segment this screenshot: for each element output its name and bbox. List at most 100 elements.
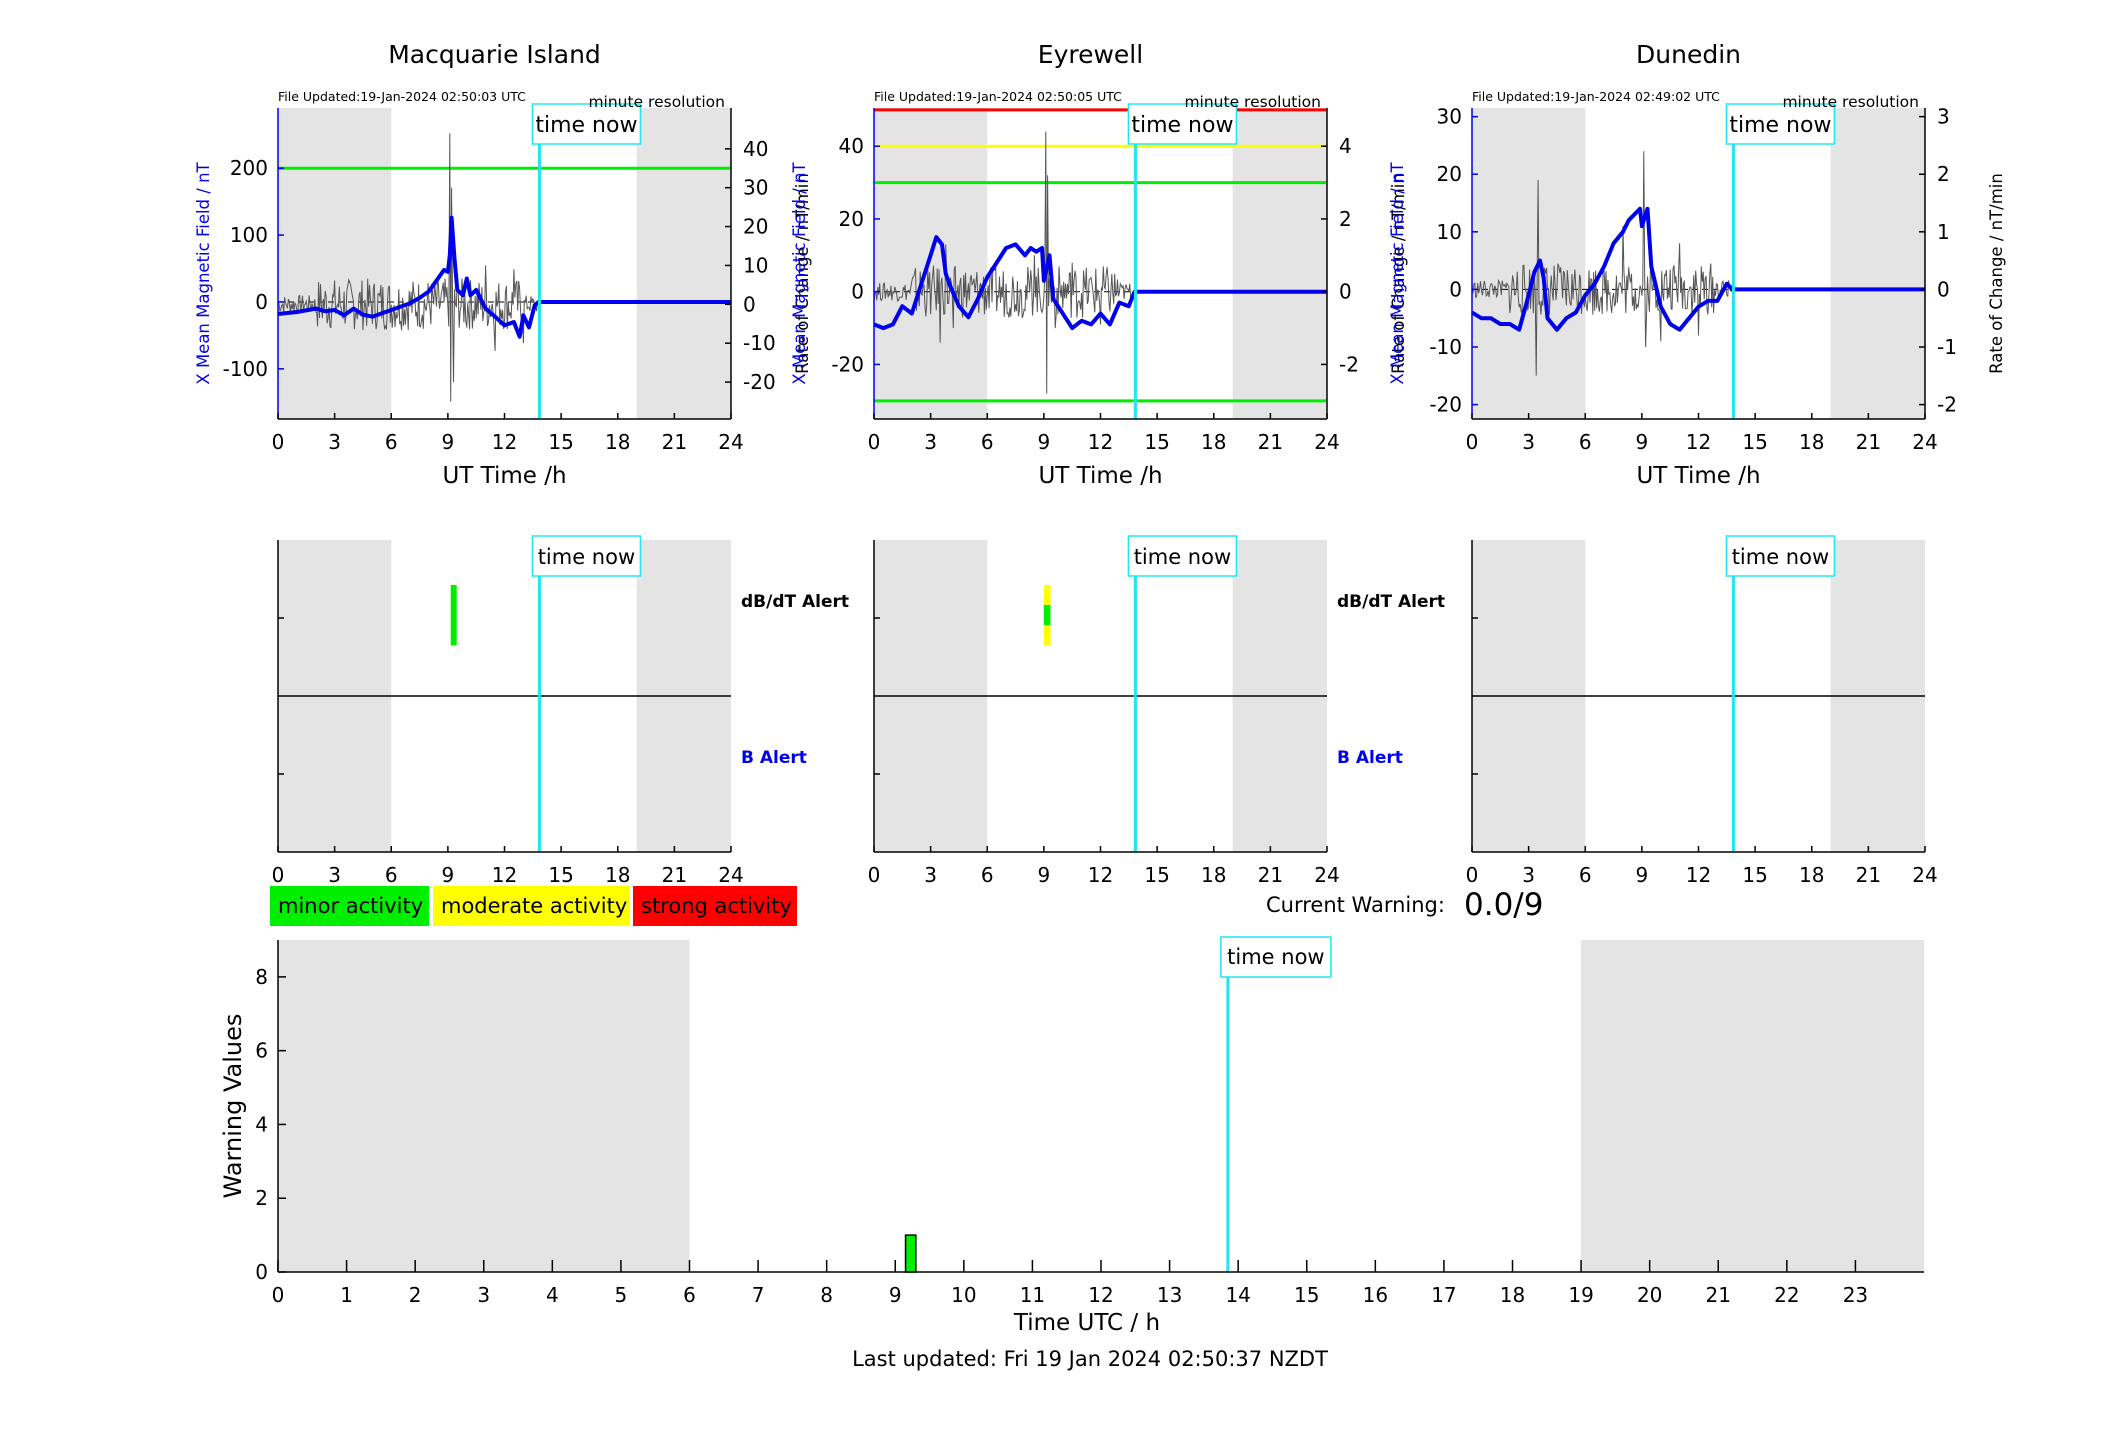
y-axis-title: Warning Values xyxy=(219,1014,247,1199)
x-tick-label: 12 xyxy=(1088,863,1113,887)
last-updated-label: Last updated: Fri 19 Jan 2024 02:50:37 N… xyxy=(852,1347,1328,1371)
time-now-box xyxy=(531,535,642,577)
x-tick-label: 11 xyxy=(1020,1283,1045,1307)
x-tick-label: 9 xyxy=(1636,430,1649,454)
y-tick-label: 0 xyxy=(1449,277,1462,301)
x-tick-label: 21 xyxy=(662,863,687,887)
right-axis-title: Rate of Change / nT/min xyxy=(1389,173,1408,374)
x-tick-label: 21 xyxy=(1258,430,1283,454)
x-tick-label: 12 xyxy=(492,430,517,454)
x-tick-label: 18 xyxy=(1500,1283,1525,1307)
y-tick-label: -10 xyxy=(1429,335,1462,359)
right-axis-title: Rate of Change / nT/min xyxy=(793,173,812,374)
x-tick-label: 1 xyxy=(340,1283,353,1307)
night-shade xyxy=(636,108,731,419)
time-now-label: time now xyxy=(1131,113,1233,138)
x-tick-label: 12 xyxy=(1686,430,1711,454)
y-tick-label: 40 xyxy=(839,134,864,158)
legend-label: strong activity xyxy=(641,894,792,918)
night-shade xyxy=(1581,940,1924,1272)
time-now-label: time now xyxy=(535,113,637,138)
night-shade xyxy=(1830,108,1925,419)
x-tick-label: 6 xyxy=(385,430,398,454)
x-axis-title: UT Time /h xyxy=(442,463,566,489)
magnetic-field-trace xyxy=(1470,206,1925,332)
y-tick-label: 10 xyxy=(1437,220,1462,244)
b-alert-label: B Alert xyxy=(1337,748,1403,768)
y-tick-label: -20 xyxy=(831,352,864,376)
y-tick-label: 4 xyxy=(255,1112,268,1136)
x-tick-label: 12 xyxy=(492,863,517,887)
x-tick-label: 15 xyxy=(548,430,573,454)
x-tick-label: 6 xyxy=(683,1283,696,1307)
dbdt-alert-bar xyxy=(1043,605,1051,626)
y-tick-label: 0 xyxy=(255,1260,268,1284)
y2-tick-label: 0 xyxy=(1937,277,1950,301)
y-tick-label: 8 xyxy=(255,965,268,989)
dbdt-alert-bar xyxy=(1043,625,1051,646)
y2-tick-label: 20 xyxy=(743,215,768,239)
y-tick-label: 200 xyxy=(230,156,268,180)
x-tick-label: 18 xyxy=(1799,430,1824,454)
x-tick-label: 6 xyxy=(1579,863,1592,887)
x-tick-label: 9 xyxy=(1038,430,1051,454)
legend-swatch-1 xyxy=(433,886,630,926)
y2-tick-label: -20 xyxy=(743,370,776,394)
x-tick-label: 3 xyxy=(1522,430,1535,454)
x-tick-label: 17 xyxy=(1431,1283,1456,1307)
x-tick-label: 22 xyxy=(1774,1283,1799,1307)
x-tick-label: 15 xyxy=(1144,863,1169,887)
x-tick-label: 0 xyxy=(868,863,881,887)
y2-tick-label: 4 xyxy=(1339,134,1352,158)
time-now-box xyxy=(531,103,642,145)
x-tick-label: 14 xyxy=(1225,1283,1250,1307)
x-tick-label: 3 xyxy=(328,430,341,454)
x-tick-label: 6 xyxy=(1579,430,1592,454)
time-now-label: time now xyxy=(1732,545,1829,569)
time-now-box xyxy=(1220,936,1332,978)
x-tick-label: 15 xyxy=(1294,1283,1319,1307)
x-tick-label: 9 xyxy=(889,1283,902,1307)
night-shade xyxy=(1472,108,1586,419)
station-title: Macquarie Island xyxy=(388,40,601,69)
y-tick-label: 20 xyxy=(839,207,864,231)
x-tick-label: 3 xyxy=(924,863,937,887)
x-tick-label: 3 xyxy=(924,430,937,454)
x-tick-label: 0 xyxy=(1466,430,1479,454)
x-tick-label: 6 xyxy=(981,863,994,887)
y-tick-label: 0 xyxy=(255,290,268,314)
time-now-label: time now xyxy=(1134,545,1231,569)
magnetic-field-trace xyxy=(873,235,1327,331)
x-tick-label: 15 xyxy=(1144,430,1169,454)
y2-tick-label: 2 xyxy=(1339,207,1352,231)
y-tick-label: -20 xyxy=(1429,393,1462,417)
x-tick-label: 24 xyxy=(1314,863,1339,887)
y2-tick-label: 0 xyxy=(743,292,756,316)
x-axis-title: Time UTC / h xyxy=(1013,1310,1160,1336)
x-tick-label: 21 xyxy=(1258,863,1283,887)
time-now-label: time now xyxy=(1227,945,1324,969)
x-tick-label: 16 xyxy=(1363,1283,1388,1307)
x-tick-label: 21 xyxy=(662,430,687,454)
x-tick-label: 18 xyxy=(1799,863,1824,887)
y-tick-label: 0 xyxy=(851,280,864,304)
left-axis-title: X Mean Magnetic Field / nT xyxy=(790,161,809,384)
resolution-label: minute resolution xyxy=(1184,93,1321,111)
x-tick-label: 9 xyxy=(442,863,455,887)
x-tick-label: 13 xyxy=(1157,1283,1182,1307)
x-axis-title: UT Time /h xyxy=(1038,463,1162,489)
night-shade xyxy=(1232,108,1327,419)
legend-label: moderate activity xyxy=(441,894,627,918)
x-tick-label: 24 xyxy=(718,863,743,887)
x-tick-label: 9 xyxy=(1636,863,1649,887)
x-tick-label: 7 xyxy=(752,1283,765,1307)
x-tick-label: 18 xyxy=(1201,863,1226,887)
y-tick-label: 6 xyxy=(255,1039,268,1063)
y-tick-label: 2 xyxy=(255,1186,268,1210)
x-tick-label: 6 xyxy=(385,863,398,887)
x-tick-label: 12 xyxy=(1686,863,1711,887)
y2-tick-label: -10 xyxy=(743,331,776,355)
x-tick-label: 12 xyxy=(1088,1283,1113,1307)
resolution-label: minute resolution xyxy=(588,93,725,111)
y2-tick-label: 30 xyxy=(743,176,768,200)
